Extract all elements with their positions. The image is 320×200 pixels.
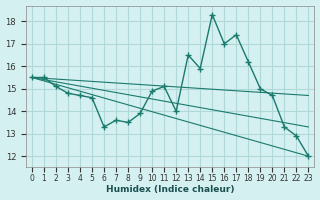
X-axis label: Humidex (Indice chaleur): Humidex (Indice chaleur) xyxy=(106,185,235,194)
